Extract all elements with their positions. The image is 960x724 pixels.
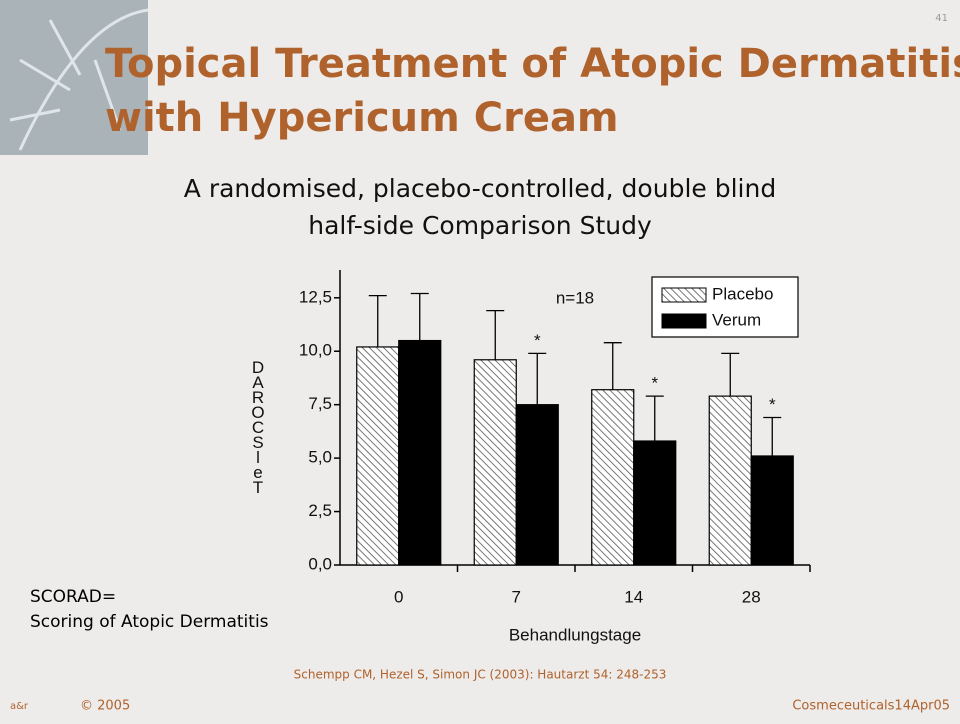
significance-mark: * [651,374,658,393]
error-bar [645,395,664,442]
error-bar [603,342,622,390]
x-tick-label: 0 [394,587,403,606]
y-tick-label: 12,5 [299,287,332,306]
error-bar [410,292,429,341]
legend-label: Placebo [712,284,773,303]
legend-swatch [661,313,707,329]
significance-mark: * [534,331,541,350]
bar [473,359,517,566]
legend-label: Verum [712,310,761,329]
bar [708,395,752,566]
slide-title: with Hypericum Cream [105,95,619,141]
y-tick-label: 10,0 [299,341,332,360]
note: Scoring of Atopic Dermatitis [30,612,269,632]
footer: Cosmeceuticals14Apr05 [792,699,950,714]
leaf-veins [9,8,149,151]
bar [398,339,442,566]
leaf-image [0,0,148,155]
y-tick-label: 0,0 [308,554,332,573]
error-bar [528,352,547,405]
page-number: 41 [935,13,948,24]
y-axis-label: DAROCSleT [249,358,268,493]
x-tick-label: 28 [742,587,761,606]
y-tick-label: 5,0 [308,448,332,467]
error-bar [763,416,782,456]
error-bar [486,309,505,360]
significance-mark: * [769,395,776,414]
note: SCORAD= [30,587,116,607]
error-bar [368,295,387,347]
y-tick-label: 2,5 [308,501,332,520]
subtitle: A randomised, placebo-controlled, double… [184,174,776,203]
bar [515,404,559,566]
annotation: n=18 [556,288,594,307]
x-tick-label: 7 [512,587,521,606]
error-bar [721,352,740,397]
x-axis-label: Behandlungstage [509,625,641,644]
slide-title: Topical Treatment of Atopic Dermatitis [105,41,960,87]
bar [356,346,400,566]
y-tick-label: 7,5 [308,394,332,413]
logo: a&r [10,701,29,712]
citation: Schempp CM, Hezel S, Simon JC (2003): Ha… [294,668,667,682]
x-tick-label: 14 [624,587,643,606]
subtitle: half-side Comparison Study [308,211,652,240]
bar [750,455,794,566]
bar [591,389,635,566]
bar [633,440,677,566]
legend-swatch [661,287,707,303]
copyright: © 2005 [80,699,130,714]
